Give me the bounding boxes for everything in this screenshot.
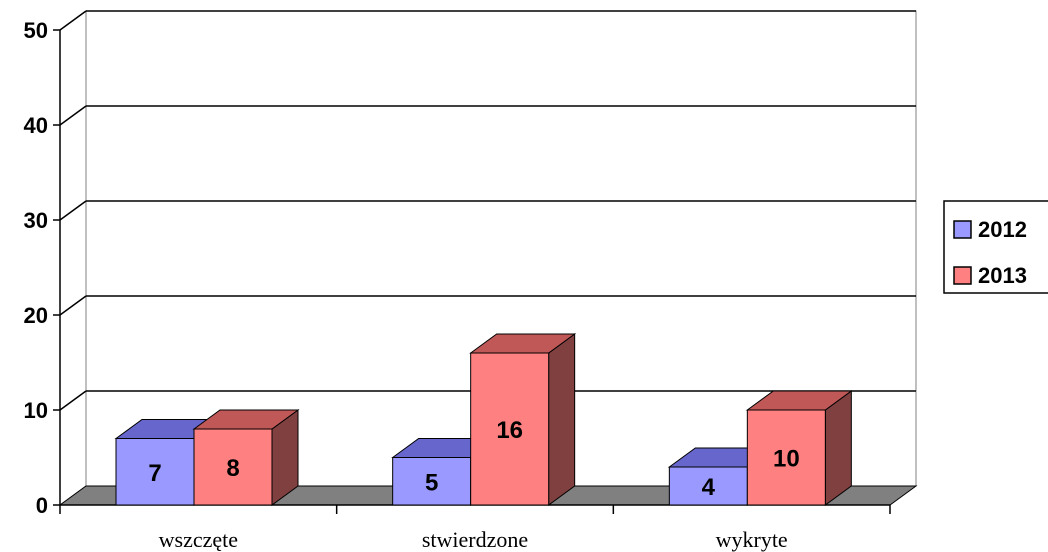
side-gridline: [59, 295, 87, 316]
bar: [193, 428, 273, 506]
y-axis: 0 10 20 30 40 50: [24, 18, 61, 518]
data-label: 10: [773, 446, 800, 473]
bar: [470, 352, 550, 506]
x-axis: wszczęte stwierdzone wykryte: [59, 504, 891, 552]
y-tick-label: 0: [36, 493, 48, 518]
data-label: 8: [226, 455, 239, 482]
data-label: 5: [425, 469, 438, 496]
side-gridline: [59, 10, 87, 31]
data-label: 16: [496, 417, 523, 444]
y-tick-label: 10: [24, 398, 48, 423]
side-wall: [59, 10, 87, 506]
legend: 2012 2013: [943, 200, 1048, 294]
side-gridline: [59, 390, 87, 411]
legend-label: 2013: [978, 263, 1027, 288]
bar-side: [548, 333, 576, 506]
y-tick-label: 20: [24, 303, 48, 328]
bar: [746, 409, 826, 506]
legend-swatch: [953, 220, 972, 239]
data-label: 4: [702, 474, 716, 501]
data-labels: 7 8 5 16 4 10: [148, 417, 799, 501]
legend-swatch: [953, 266, 972, 285]
x-tick-label: wykryte: [716, 527, 788, 552]
bar-side: [824, 390, 852, 506]
side-gridline: [59, 105, 87, 126]
bar: [668, 466, 748, 506]
bar: [392, 457, 472, 506]
data-label: 7: [148, 460, 161, 487]
y-tick-label: 50: [24, 18, 48, 43]
x-tick-label: stwierdzone: [422, 527, 528, 552]
gridlines: [59, 10, 916, 411]
x-tick-label: wszczęte: [159, 527, 238, 552]
y-tick-label: 30: [24, 208, 48, 233]
bars: [114, 333, 853, 506]
legend-label: 2012: [978, 217, 1027, 242]
side-gridline: [59, 200, 87, 221]
y-tick-label: 40: [24, 113, 48, 138]
